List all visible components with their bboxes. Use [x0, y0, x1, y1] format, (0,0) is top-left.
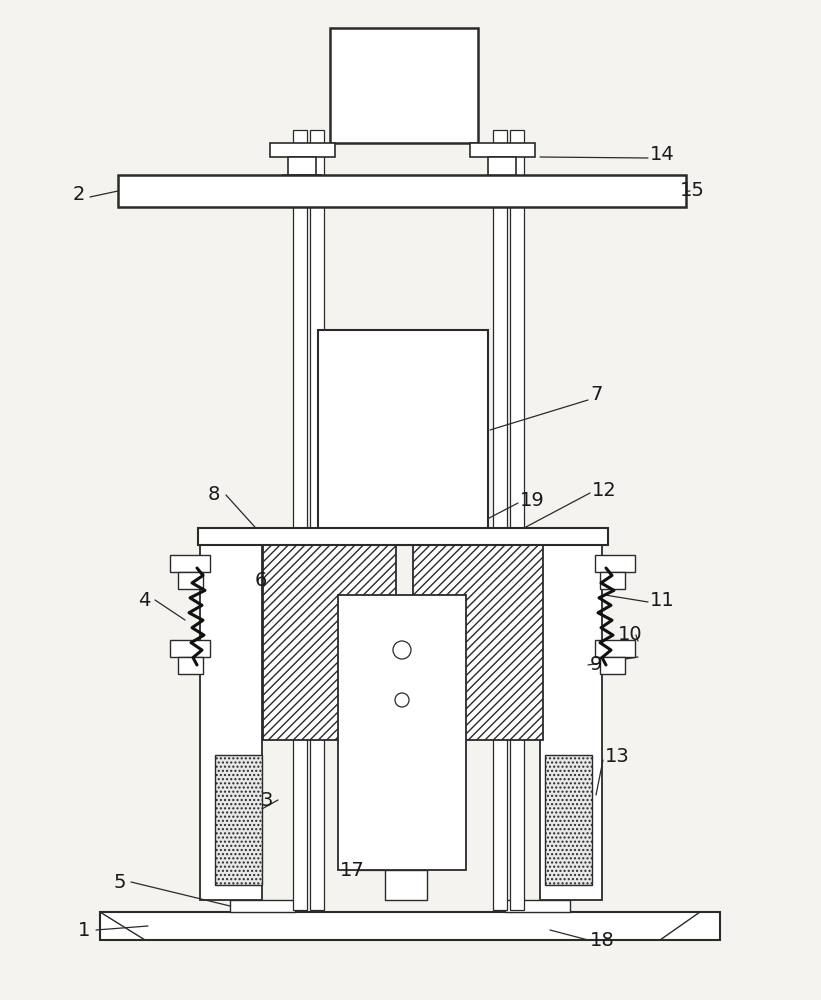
Bar: [263, 545, 396, 740]
Text: 6: 6: [255, 570, 268, 589]
Bar: [310, 130, 324, 910]
Text: 19: 19: [520, 490, 545, 510]
Bar: [595, 640, 635, 657]
Bar: [170, 640, 210, 657]
Bar: [330, 28, 478, 143]
Text: 8: 8: [208, 486, 220, 504]
Text: 10: 10: [618, 626, 643, 645]
Bar: [200, 545, 262, 900]
Bar: [385, 870, 427, 900]
Bar: [178, 657, 203, 674]
Bar: [198, 528, 608, 545]
Text: 4: 4: [138, 590, 150, 609]
Circle shape: [393, 641, 411, 659]
Bar: [470, 143, 535, 157]
Bar: [488, 157, 516, 175]
Bar: [493, 130, 507, 910]
Bar: [600, 657, 625, 674]
Text: 11: 11: [650, 590, 675, 609]
Bar: [215, 755, 262, 885]
Bar: [118, 175, 686, 207]
Bar: [230, 900, 295, 912]
Bar: [170, 555, 210, 572]
Text: 14: 14: [650, 145, 675, 164]
Text: 2: 2: [73, 186, 85, 205]
Text: 17: 17: [340, 860, 365, 880]
Bar: [270, 143, 335, 157]
Text: 9: 9: [590, 656, 603, 674]
Bar: [178, 572, 203, 589]
Bar: [600, 572, 625, 589]
Text: 12: 12: [592, 481, 617, 499]
Text: 13: 13: [605, 748, 630, 766]
Bar: [545, 755, 592, 885]
Text: 7: 7: [590, 385, 603, 404]
Bar: [540, 545, 602, 900]
Bar: [338, 595, 466, 870]
Bar: [318, 330, 488, 530]
Text: 18: 18: [590, 930, 615, 950]
Bar: [100, 912, 720, 940]
Text: 15: 15: [680, 180, 705, 200]
Bar: [288, 157, 316, 175]
Bar: [510, 130, 524, 910]
Bar: [413, 545, 543, 740]
Text: 5: 5: [113, 872, 126, 892]
Bar: [595, 555, 635, 572]
Text: 1: 1: [78, 920, 90, 940]
Bar: [505, 900, 570, 912]
Bar: [293, 130, 307, 910]
Text: 3: 3: [260, 790, 273, 810]
Circle shape: [395, 693, 409, 707]
